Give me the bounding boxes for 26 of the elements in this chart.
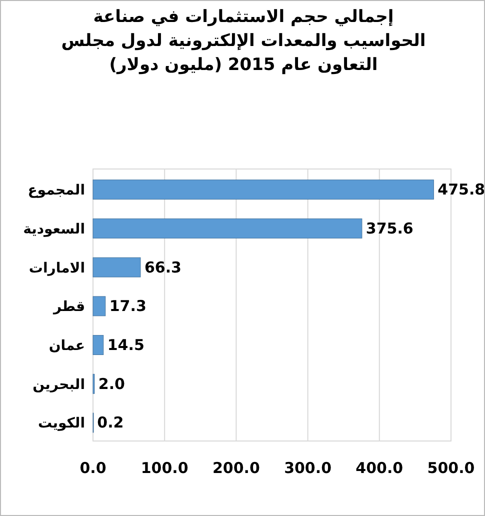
- y-tick-label: عمان: [48, 338, 85, 354]
- data-label: 66.3: [144, 258, 182, 276]
- bar: [92, 296, 106, 316]
- y-tick-label: الامارات: [28, 260, 85, 276]
- y-tick-label: قطر: [52, 299, 85, 316]
- data-label: 375.6: [366, 219, 414, 238]
- x-tick-label: 400.0: [356, 459, 404, 477]
- bar: [92, 335, 104, 355]
- data-label: 17.3: [109, 297, 146, 316]
- bar: [92, 180, 434, 200]
- x-tick-label: 500.0: [427, 459, 475, 477]
- x-tick-label: 300.0: [284, 459, 332, 477]
- x-tick-label: 200.0: [212, 459, 260, 477]
- x-tick-label: 100.0: [140, 459, 188, 477]
- y-tick-label: البحرين: [32, 376, 85, 393]
- bar: [92, 218, 362, 238]
- data-label: 0.2: [97, 414, 124, 432]
- data-label: 475.8: [438, 180, 485, 199]
- data-label: 14.5: [107, 336, 144, 354]
- y-tick-label: المجموع: [28, 182, 85, 199]
- y-tick-label: السعودية: [23, 221, 85, 238]
- data-label: 2.0: [98, 374, 126, 393]
- bar: [92, 257, 141, 278]
- chart-title: إجمالي حجم الاستثمارات في صناعة الحواسيب والمعدات الإلكترونية لدول مجلس التعاون عام 2015 (مليون دولار): [61, 6, 426, 77]
- y-tick-label: الكويت: [38, 416, 85, 432]
- x-tick-label: 0.0: [80, 459, 106, 477]
